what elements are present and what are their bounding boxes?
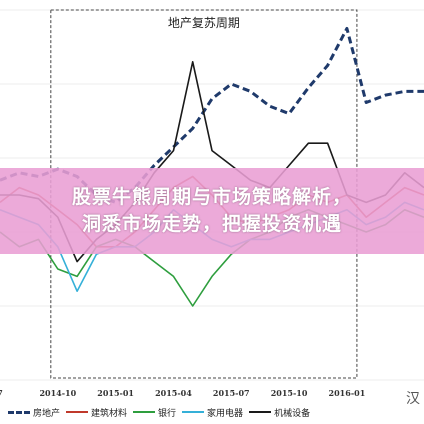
legend-swatch (249, 411, 272, 413)
x-tick-label: 2015-07 (213, 388, 250, 398)
legend-label: 机械设备 (274, 408, 311, 419)
annotation-label: 地产复苏周期 (168, 16, 240, 30)
legend-swatch (182, 411, 205, 413)
title-banner: 股票牛熊周期与市场策略解析， 洞悉市场走势，把握投资机遇 (0, 168, 424, 254)
legend-swatch (8, 410, 30, 414)
x-axis-ticks: 7 2014-10 2015-01 2015-04 2015-07 2015-10 2016… (0, 388, 365, 398)
legend-item-3: 银行 (133, 406, 176, 419)
legend-item-4: 家用电器 (182, 406, 243, 419)
legend-label: 建筑材料 (91, 408, 128, 419)
legend-label: 银行 (158, 408, 177, 419)
x-tick-label: 2014-10 (39, 388, 76, 398)
legend-label: 房地产 (33, 408, 61, 419)
legend-label: 家用电器 (207, 408, 244, 419)
legend-item-5: 机械设备 (249, 406, 310, 419)
x-tick-label: 2015-01 (97, 388, 134, 398)
series-line-1 (0, 27, 424, 204)
legend-swatch (133, 411, 156, 413)
legend-item-2: 建筑材料 (66, 406, 127, 419)
banner-line-2: 洞悉市场走势，把握投资机遇 (81, 213, 342, 235)
watermark-glyph: 汉 (406, 391, 420, 407)
banner-line-1: 股票牛熊周期与市场策略解析， (71, 186, 352, 208)
x-tick-label: 2015-10 (271, 388, 308, 398)
chart-legend: 房地产 建筑材料 银行 家用电器 机械设备 (0, 402, 424, 422)
legend-item-1: 房地产 (8, 406, 60, 419)
x-tick-label: 2016-01 (329, 388, 366, 398)
x-tick-label: 7 (0, 388, 3, 398)
x-tick-label: 2015-04 (155, 388, 192, 398)
legend-swatch (66, 411, 89, 413)
